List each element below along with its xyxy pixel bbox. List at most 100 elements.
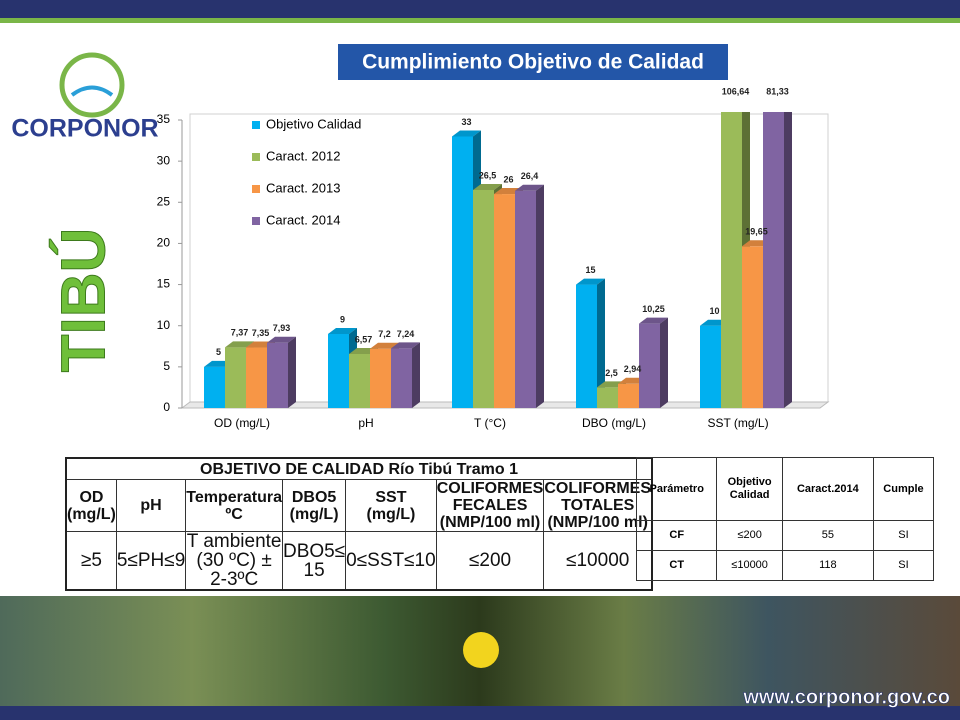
top-stripe: [0, 18, 960, 23]
y-tick-label: 15: [157, 277, 171, 291]
bar-side: [597, 278, 605, 408]
quality-objective-table: OBJETIVO DE CALIDAD Río Tibú Tramo 1 OD (m…: [65, 457, 654, 591]
data-label: 26,4: [521, 171, 539, 181]
table-cell: Cumple: [872, 457, 935, 521]
cell-text: T ambiente: [186, 531, 282, 552]
bar-side: [536, 184, 544, 408]
data-label: 7,24: [397, 329, 415, 339]
table-cell: T ambiente (30 ºC) ± 2-3ºC: [185, 531, 283, 591]
x-tick-label: T (°C): [474, 416, 506, 430]
y-tick-label: 35: [157, 112, 171, 126]
top-band: [0, 0, 960, 18]
legend-swatch: [252, 185, 260, 193]
table-cell: CT: [635, 550, 718, 581]
title-row: OBJETIVO DE CALIDAD Río Tibú Tramo 1: [65, 457, 653, 480]
data-label: 2,94: [624, 364, 642, 374]
bar-front: [349, 353, 370, 408]
bar-top: [328, 327, 357, 334]
data-label: 2,5: [605, 368, 618, 378]
bar-front: [494, 194, 515, 408]
cell-text: Calidad: [729, 489, 770, 501]
bar-front: [721, 112, 742, 409]
cell-text: Caract.2014: [796, 482, 859, 495]
cell-text: ≤10000: [731, 559, 768, 571]
cell-text: (mg/L): [67, 505, 116, 523]
cell-text: Parámetro: [649, 482, 704, 495]
legend-label: Caract. 2013: [266, 180, 340, 195]
data-label: 10: [709, 306, 719, 316]
logo-wave: [70, 85, 114, 97]
cell-text: Temperatura: [186, 488, 282, 506]
bar-front: [515, 190, 536, 408]
header-row: OD (mg/L) pH Temperatura ºC DBO5 (mg/L) SST (mg/…: [65, 479, 653, 532]
cell-text: ≥5: [80, 550, 102, 571]
cell-text: (mg/L): [366, 505, 416, 523]
table-cell: ≥5: [65, 531, 117, 591]
y-tick-label: 20: [157, 236, 171, 250]
bar-top: [515, 184, 544, 191]
data-label: 15: [585, 265, 595, 275]
data-label: 7,35: [252, 328, 270, 338]
logo-ring: [59, 52, 125, 118]
cell-text: CT: [669, 559, 685, 571]
bar-side: [660, 317, 668, 408]
cell-text: TOTALES: [561, 497, 635, 514]
cell-text: 118: [819, 559, 837, 571]
bar-top: [576, 278, 605, 285]
compliance-table: Parámetro Objetivo Calidad Caract.2014 Cumpl…: [635, 457, 935, 581]
data-label: 26,5: [479, 170, 497, 180]
cell-text: (NMP/100 ml): [547, 514, 648, 531]
table-cell: DBO5 (mg/L): [281, 479, 347, 532]
data-row: CT ≤10000 118 SI: [635, 550, 935, 581]
bar-top: [225, 341, 254, 348]
data-label: 26: [503, 174, 513, 184]
bar-front: [763, 112, 784, 409]
table-cell: ≤200: [435, 531, 545, 591]
data-label: 33: [461, 117, 471, 127]
table-cell: SI: [872, 520, 935, 551]
data-label: 6,57: [355, 334, 373, 344]
table-cell: Temperatura ºC: [185, 479, 283, 532]
logo-text: CORPONOR: [11, 115, 158, 143]
cell-text: SI: [898, 529, 909, 541]
bar-side: [412, 342, 420, 408]
table-cell: 55: [781, 520, 874, 551]
table-cell: SI: [872, 550, 935, 581]
bar-front: [576, 284, 597, 408]
x-tick-label: OD (mg/L): [214, 416, 270, 430]
cell-text: DBO5: [291, 488, 337, 506]
value-row: ≥5 5≤PH≤9 T ambiente (30 ºC) ± 2-3ºC DBO5≤ 1…: [65, 531, 653, 591]
legend-label: Caract. 2014: [266, 212, 340, 227]
bar-top: [452, 130, 481, 137]
legend-swatch: [252, 217, 260, 225]
bar: [763, 112, 792, 409]
website: www.corponor.gov.co: [742, 686, 950, 708]
bar-top: [391, 342, 420, 349]
legend-label: Objetivo Calidad: [266, 116, 361, 131]
data-label: 7,2: [378, 329, 391, 339]
legend-label: Caract. 2012: [266, 148, 340, 163]
bar-front: [700, 325, 721, 408]
cell-text: (mg/L): [289, 505, 339, 523]
bar-side: [784, 112, 792, 408]
bar-front: [267, 342, 288, 408]
bars: [204, 112, 792, 409]
bar-front: [204, 366, 225, 408]
table-cell: Objetivo Calidad: [716, 457, 783, 521]
table-cell: 118: [781, 550, 874, 581]
header-row: Parámetro Objetivo Calidad Caract.2014 Cumpl…: [635, 457, 935, 521]
y-tick-label: 5: [163, 359, 170, 373]
bar: [515, 184, 544, 408]
table-cell: COLIFORMES TOTALES (NMP/100 ml): [543, 479, 653, 532]
chart: 0 5 10 15 20 25 30 35 5 7,37 7,35 7,93 9 6,57 7,2 7,24 3…: [157, 86, 830, 430]
y-tick-label: 30: [157, 153, 171, 167]
y-tick-label: 0: [163, 400, 170, 414]
data-label: 7,37: [231, 328, 249, 338]
bar-top: [370, 342, 399, 349]
data-label: 7,93: [273, 323, 291, 333]
table-cell: 0≤SST≤10: [345, 531, 437, 591]
cell-text: COLIFORMES: [544, 480, 652, 497]
data-label: 5: [216, 347, 221, 357]
